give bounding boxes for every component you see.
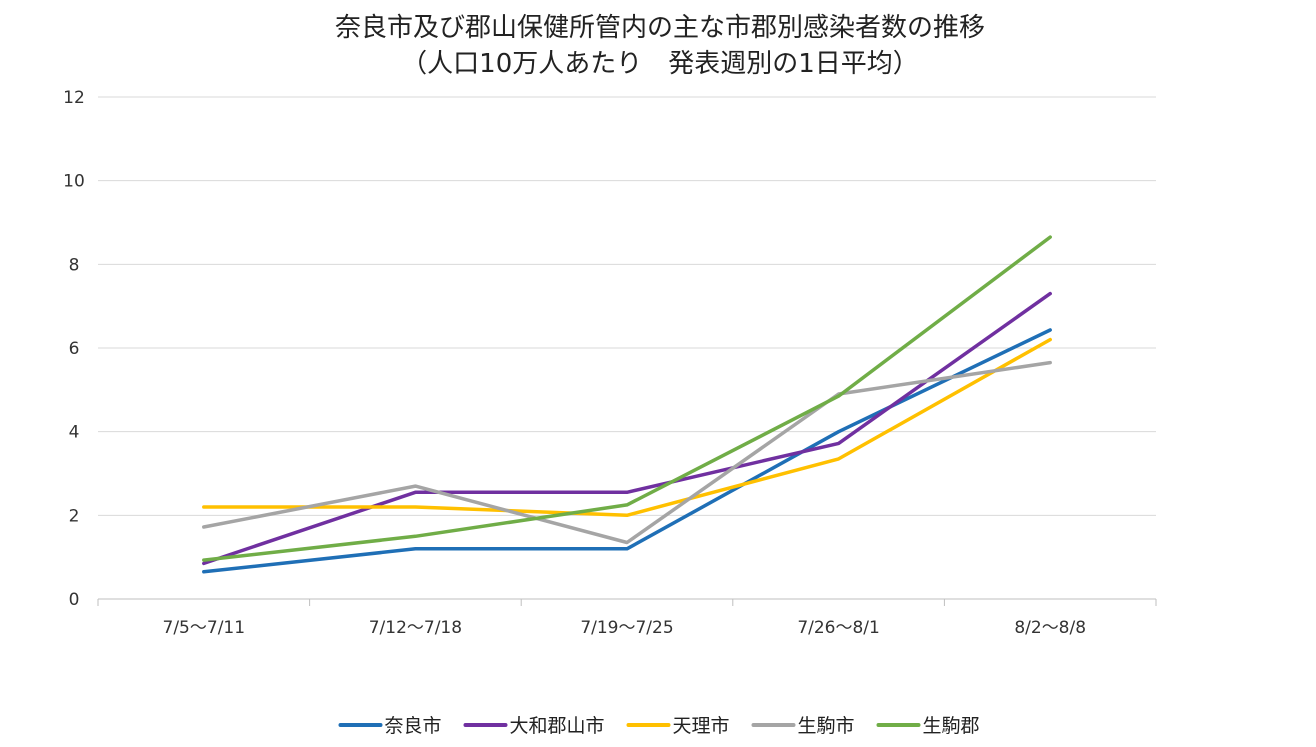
legend-label-1: 大和郡山市 xyxy=(510,715,605,737)
x-axis-ticks: 7/5～7/11 7/12～7/18 7/19～7/25 7/26～8/1 8/2～8/… xyxy=(163,618,1087,638)
y-tick-label: 4 xyxy=(69,423,80,443)
y-tick-label: 10 xyxy=(63,172,85,192)
series-line-0 xyxy=(202,328,1052,574)
x-tick-label: 7/5～7/11 xyxy=(163,618,246,638)
y-tick-label: 2 xyxy=(69,506,80,526)
legend-label-3: 生駒市 xyxy=(798,715,855,737)
x-tick-label: 7/19～7/25 xyxy=(580,618,673,638)
chart-title: 奈良市及び郡山保健所管内の主な市郡別感染者数の推移 xyxy=(335,13,985,43)
series-line-3 xyxy=(202,360,1052,545)
x-tick-label: 8/2～8/8 xyxy=(1014,618,1086,638)
y-axis-ticks: 0 2 4 6 8 10 12 xyxy=(63,88,85,610)
series-line-1 xyxy=(202,291,1052,566)
series-line-2 xyxy=(202,337,1052,518)
y-tick-label: 0 xyxy=(69,590,80,610)
series-line-4 xyxy=(202,235,1052,562)
x-tick-label: 7/26～8/1 xyxy=(797,618,880,638)
series-lines xyxy=(202,235,1052,574)
x-tick-label: 7/12～7/18 xyxy=(369,618,462,638)
grid-lines xyxy=(97,96,1157,606)
legend-label-0: 奈良市 xyxy=(385,715,442,737)
y-tick-label: 12 xyxy=(63,88,85,108)
legend-label-4: 生駒郡 xyxy=(923,715,980,737)
legend: 奈良市 大和郡山市 天理市 生駒市 生駒郡 xyxy=(338,715,980,737)
chart-subtitle: （人口10万人あたり 発表週別の1日平均） xyxy=(401,49,919,79)
y-tick-label: 8 xyxy=(69,255,80,275)
legend-label-2: 天理市 xyxy=(673,715,730,737)
y-tick-label: 6 xyxy=(69,339,80,359)
